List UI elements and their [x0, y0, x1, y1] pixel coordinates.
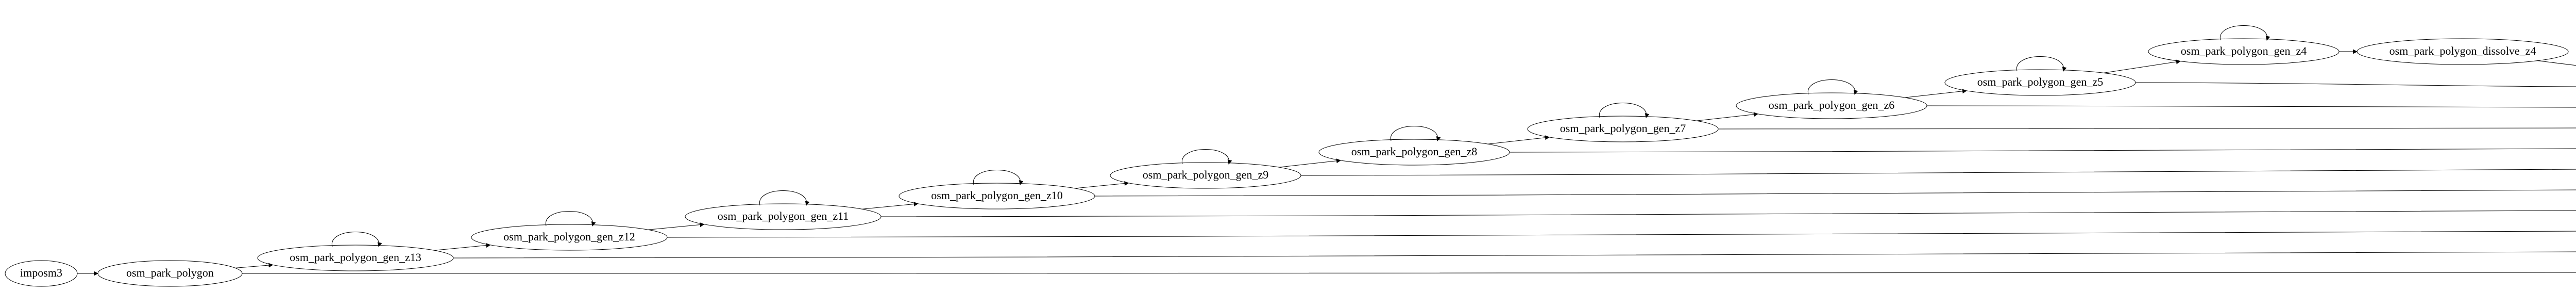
edge-z6-to-z5 [1905, 91, 1967, 98]
node-label-dissolve: osm_park_polygon_dissolve_z4 [2389, 44, 2536, 57]
node-label-z13: osm_park_polygon_gen_z13 [290, 251, 421, 264]
edge-z8-to-z7 [1488, 137, 1549, 144]
edge-poly-to-record-z14 [242, 272, 2576, 273]
edge-z10-to-z9 [1075, 183, 1129, 188]
node-label-z9: osm_park_polygon_gen_z9 [1143, 168, 1268, 181]
edge-z6-to-record-z6 [1927, 106, 2576, 107]
selfloop-z4 [2220, 26, 2267, 41]
edge-z13-to-record-z13 [453, 252, 2576, 258]
selfloop-z6 [1808, 80, 1855, 95]
edge-z8-to-record-z8 [1510, 149, 2576, 152]
selfloop-z8 [1391, 126, 1437, 141]
edge-z7-to-z6 [1697, 114, 1758, 121]
node-label-imposm3: imposm3 [20, 266, 62, 279]
selfloop-z10 [973, 170, 1020, 185]
edge-z13-to-z12 [434, 245, 490, 250]
node-label-z12: osm_park_polygon_gen_z12 [503, 230, 635, 243]
node-label-z4: osm_park_polygon_gen_z4 [2181, 44, 2307, 57]
node-label-z7: osm_park_polygon_gen_z7 [1560, 122, 1686, 135]
selfloop-z9 [1182, 150, 1229, 165]
edge-z11-to-record-z11 [881, 211, 2576, 217]
edge-dissolve-to-record-z4 [2537, 61, 2576, 66]
edge-z10-to-record-z10 [1095, 190, 2576, 196]
selfloop-z12 [546, 212, 592, 227]
edge-z5-to-record-z5 [2136, 83, 2576, 87]
dependency-graph: imposm3 osm_park_polygon osm_park_polygon_… [0, 0, 2576, 307]
edge-z5-to-z4 [2104, 61, 2180, 73]
selfloop-z7 [1599, 103, 1646, 118]
selfloop-z11 [759, 191, 806, 206]
selfloop-z5 [2016, 57, 2063, 72]
selfloop-z13 [332, 232, 379, 247]
node-label-z5: osm_park_polygon_gen_z5 [1977, 75, 2103, 88]
edge-z11-to-z10 [862, 204, 918, 209]
edge-z9-to-z8 [1279, 160, 1341, 167]
node-label-poly: osm_park_polygon [126, 266, 214, 279]
edge-z7-to-record-z7 [1718, 128, 2576, 129]
node-label-z11: osm_park_polygon_gen_z11 [718, 209, 849, 222]
edge-z9-to-record-z9 [1301, 169, 2576, 175]
edge-poly-to-z13 [235, 265, 273, 268]
edge-z12-to-z11 [648, 224, 704, 230]
node-label-z8: osm_park_polygon_gen_z8 [1351, 145, 1477, 158]
node-label-z6: osm_park_polygon_gen_z6 [1769, 99, 1894, 111]
edge-z12-to-record-z12 [667, 231, 2576, 237]
node-label-z10: osm_park_polygon_gen_z10 [931, 189, 1062, 202]
